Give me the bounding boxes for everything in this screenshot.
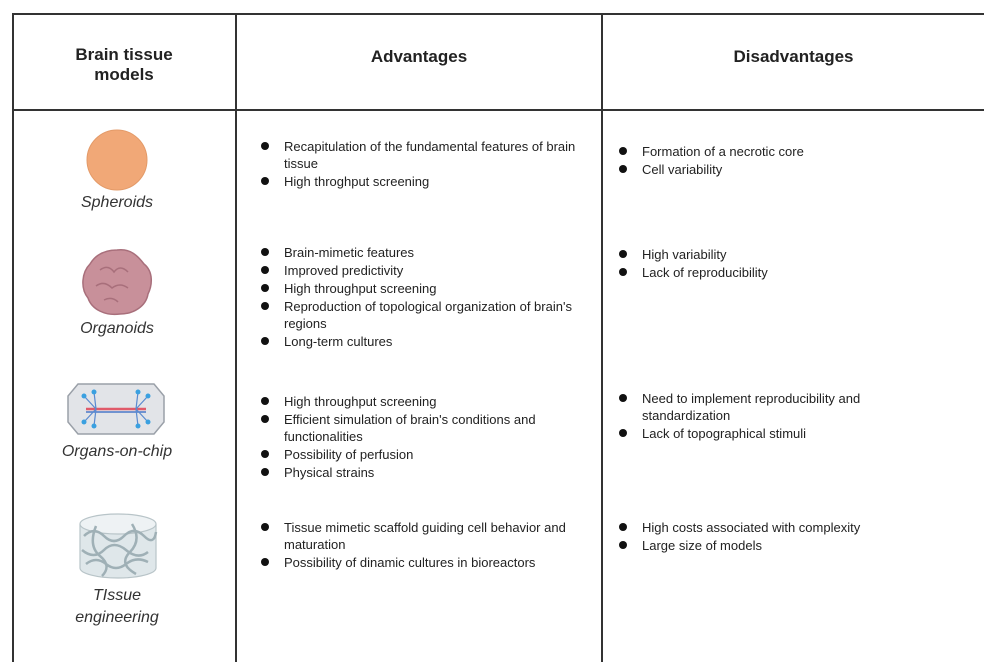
model-name: Spheroids <box>80 194 154 211</box>
advantages-list: Recapitulation of the fundamental featur… <box>260 138 585 191</box>
disadvantage-item: Lack of reproducibility <box>618 264 928 281</box>
advantage-item: Improved predictivity <box>260 262 585 279</box>
disadvantages-list: Need to implement reproducibility and st… <box>618 390 928 443</box>
border <box>12 109 984 111</box>
model-name: Organs-on-chip <box>61 443 173 460</box>
column-header: Brain tissue models <box>75 45 173 84</box>
advantage-item: Tissue mimetic scaffold guiding cell beh… <box>260 519 585 553</box>
column-header: Advantages <box>370 47 468 66</box>
model-name: Organoids <box>80 320 154 337</box>
scaffold-icon <box>79 513 158 579</box>
advantage-item: Efficient simulation of brain's conditio… <box>260 411 585 445</box>
advantages-list: Tissue mimetic scaffold guiding cell beh… <box>260 519 585 572</box>
disadvantage-item: Need to implement reproducibility and st… <box>618 390 928 424</box>
column-header: Disadvantages <box>733 47 854 66</box>
advantage-item: High throughput screening <box>260 393 585 410</box>
border <box>601 14 603 662</box>
advantage-item: High throughput screening <box>260 280 585 297</box>
disadvantage-item: High costs associated with complexity <box>618 519 928 536</box>
border <box>235 14 237 662</box>
disadvantage-item: Formation of a necrotic core <box>618 143 928 160</box>
organoid-icon <box>82 248 152 316</box>
disadvantage-item: Large size of models <box>618 537 928 554</box>
disadvantage-item: Cell variability <box>618 161 928 178</box>
spheroid-icon <box>86 129 148 191</box>
advantages-list: Brain-mimetic features Improved predictiv… <box>260 244 585 351</box>
disadvantages-list: Formation of a necrotic core Cell variabi… <box>618 143 928 179</box>
chip-icon <box>67 383 165 435</box>
disadvantage-item: Lack of topographical stimuli <box>618 425 928 442</box>
advantage-item: Brain-mimetic features <box>260 244 585 261</box>
advantage-item: Reproduction of topological organization… <box>260 298 585 332</box>
advantage-item: Possibility of dinamic cultures in biore… <box>260 554 585 571</box>
advantage-item: Possibility of perfusion <box>260 446 585 463</box>
border <box>12 13 984 15</box>
disadvantage-item: High variability <box>618 246 928 263</box>
advantage-item: Long-term cultures <box>260 333 585 350</box>
model-name: TIssue engineering <box>75 587 159 626</box>
advantages-list: High throughput screening Efficient simul… <box>260 393 585 482</box>
border <box>12 14 14 662</box>
advantage-item: High throghput screening <box>260 173 585 190</box>
disadvantages-list: High variability Lack of reproducibility <box>618 246 928 282</box>
advantage-item: Recapitulation of the fundamental featur… <box>260 138 585 172</box>
advantage-item: Physical strains <box>260 464 585 481</box>
disadvantages-list: High costs associated with complexity Lar… <box>618 519 928 555</box>
